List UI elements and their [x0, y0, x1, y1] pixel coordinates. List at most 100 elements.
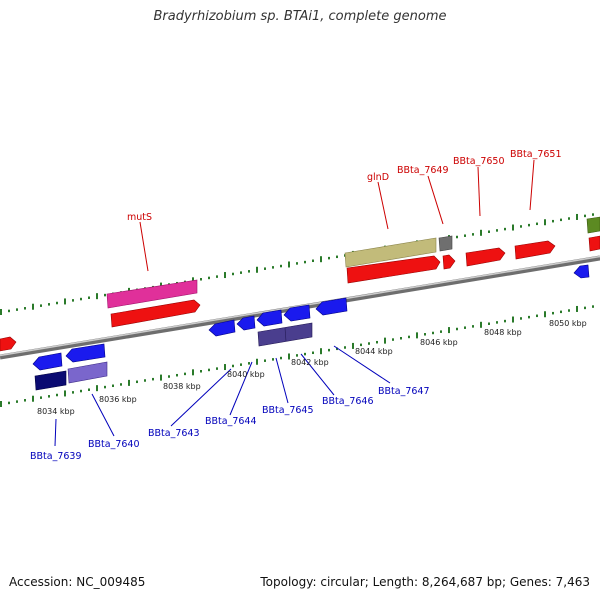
outer-tick [544, 219, 546, 226]
outer-tick [96, 293, 98, 300]
outer-tick [312, 259, 314, 263]
inner-tick [256, 358, 258, 365]
inner-tick [152, 377, 154, 381]
outer-tick [88, 296, 90, 299]
inner-tick-track [0, 305, 594, 407]
inner-tick [184, 372, 186, 376]
outer-tick [72, 299, 74, 302]
label-BBta_7649[interactable]: BBta_7649 [397, 165, 449, 176]
inner-tick [392, 338, 394, 341]
inner-tick [240, 363, 242, 366]
gene-BBta_7639[interactable] [34, 370, 67, 391]
label-BBta_7651[interactable]: BBta_7651 [510, 149, 562, 160]
gene-left-edge[interactable] [0, 336, 17, 352]
inner-tick [536, 314, 538, 318]
connector-BBta_7644 [229, 361, 253, 416]
outer-tick [272, 266, 274, 269]
outer-tick [552, 219, 554, 223]
label-mutS[interactable]: mutS [127, 212, 152, 223]
inner-tick [224, 364, 226, 371]
gene-blue-right[interactable] [573, 264, 590, 279]
outer-tick [64, 298, 66, 305]
gene-BBta_7645[interactable] [257, 322, 313, 347]
outer-tick [320, 256, 322, 263]
gene-tan[interactable] [344, 237, 437, 268]
connector-BBta_7639 [54, 418, 57, 447]
outer-tick [104, 293, 106, 297]
gene-blue-b[interactable] [208, 319, 236, 337]
gene-mutS-neighbor-magenta[interactable] [106, 279, 198, 309]
inner-tick [592, 305, 594, 308]
inner-tick [264, 359, 266, 362]
inner-tick [432, 331, 434, 335]
label-BBta_7645[interactable]: BBta_7645 [262, 405, 314, 416]
gene-BBta_7651[interactable] [514, 240, 556, 260]
outer-tick [200, 278, 202, 281]
label-BBta_7639[interactable]: BBta_7639 [30, 451, 82, 462]
gene-glnD[interactable] [346, 255, 441, 284]
inner-tick [160, 374, 162, 381]
outer-tick [304, 260, 306, 264]
gene-BBta_7640-arrow[interactable] [65, 343, 106, 363]
gene-mutS[interactable] [110, 299, 201, 328]
outer-tick [240, 271, 242, 274]
outer-tick [512, 224, 514, 231]
inner-tick [408, 335, 410, 339]
outer-tick [496, 229, 498, 232]
inner-tick [544, 311, 546, 318]
label-BBta_7646[interactable]: BBta_7646 [322, 396, 374, 407]
inner-tick [560, 310, 562, 314]
inner-tick [72, 391, 74, 394]
outer-tick [80, 297, 82, 301]
gene-gray[interactable] [438, 235, 453, 252]
inner-tick [464, 326, 466, 329]
inner-tick [112, 384, 114, 388]
inner-tick [416, 332, 418, 339]
gene-blue-f[interactable] [315, 297, 348, 316]
gene-BBta_7650[interactable] [465, 247, 506, 267]
inner-tick [480, 321, 482, 328]
inner-tick [120, 383, 122, 386]
inner-tick [24, 399, 26, 402]
inner-tick [528, 315, 530, 319]
forward-genes-outer [106, 216, 600, 309]
inner-tick [472, 325, 474, 328]
inner-tick [344, 346, 346, 349]
outer-tick [336, 255, 338, 259]
label-BBta_7640[interactable]: BBta_7640 [88, 439, 140, 450]
inner-tick [232, 364, 234, 368]
gene-olive[interactable] [586, 216, 600, 234]
gene-BBta_7649[interactable] [442, 254, 456, 270]
inner-tick [504, 319, 506, 323]
label-BBta_7644[interactable]: BBta_7644 [205, 416, 257, 427]
label-BBta_7647[interactable]: BBta_7647 [378, 386, 430, 397]
gene-blue-a[interactable] [32, 352, 63, 371]
gene-blue-d[interactable] [256, 309, 283, 327]
connector-BBta_7647 [333, 345, 391, 384]
outer-tick [248, 270, 250, 273]
outer-tick [24, 307, 26, 310]
inner-tick [64, 390, 66, 397]
gene-blue-e[interactable] [283, 304, 311, 322]
gene-blue-c[interactable] [236, 315, 256, 331]
gene-BBta_7640[interactable] [67, 361, 108, 384]
reverse-gene-labels: BBta_7639 BBta_7640 BBta_7643 BBta_7644 … [30, 386, 430, 462]
label-BBta_7643[interactable]: BBta_7643 [148, 428, 200, 439]
connector-BBta_7645 [275, 357, 289, 404]
outer-tick [56, 301, 58, 305]
inner-tick [208, 368, 210, 372]
inner-tick [584, 306, 586, 310]
scale-label-8034: 8034 kbp [37, 407, 75, 416]
gene-forward-edge[interactable] [588, 235, 600, 252]
inner-tick [216, 367, 218, 370]
inner-tick [48, 395, 50, 398]
label-glnD[interactable]: glnD [367, 172, 389, 183]
inner-tick [400, 337, 402, 340]
outer-tick [472, 233, 474, 236]
label-BBta_7650[interactable]: BBta_7650 [453, 156, 505, 167]
inner-tick [8, 401, 10, 405]
inner-tick [488, 322, 490, 325]
connector-glnD [377, 181, 389, 230]
inner-tick [304, 352, 306, 356]
